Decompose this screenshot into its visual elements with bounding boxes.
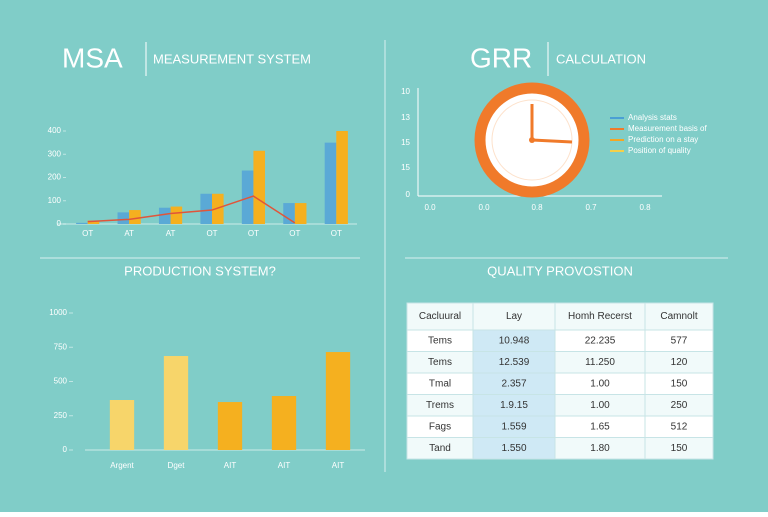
table-text: 1.80 bbox=[590, 443, 610, 454]
x-tick-label: Argent bbox=[110, 461, 134, 470]
x-tick-label: AIT bbox=[332, 461, 345, 470]
table-text: 120 bbox=[671, 357, 688, 368]
y-tick-label: 0 bbox=[57, 219, 62, 228]
table-text: 12.539 bbox=[499, 357, 530, 368]
x-tick-label: 0.8 bbox=[639, 203, 651, 212]
y-tick-label: 750 bbox=[54, 342, 68, 351]
y-tick-label: 13 bbox=[401, 113, 410, 122]
bar bbox=[253, 150, 266, 224]
table-text: 250 bbox=[671, 400, 688, 411]
legend-label: Measurement basis of bbox=[628, 124, 707, 133]
bar bbox=[129, 210, 141, 224]
y-tick-label: 10 bbox=[401, 87, 410, 96]
grr-title: GRR bbox=[470, 42, 532, 73]
chart-title: PRODUCTION SYSTEM? bbox=[124, 263, 276, 278]
y-tick-label: 200 bbox=[48, 173, 62, 182]
legend-label: Position of quality bbox=[628, 146, 691, 155]
bar bbox=[87, 220, 100, 224]
bar bbox=[170, 206, 183, 224]
table-header: Homh Recerst bbox=[568, 311, 632, 322]
y-tick-label: 0 bbox=[63, 445, 68, 454]
x-tick-label: 0.7 bbox=[585, 203, 597, 212]
table-text: 22.235 bbox=[585, 335, 616, 346]
table-text: 2.357 bbox=[501, 378, 526, 389]
y-tick-label: 300 bbox=[48, 149, 62, 158]
bar bbox=[336, 131, 348, 224]
y-tick-label: 15 bbox=[401, 163, 410, 172]
y-tick-label: 15 bbox=[401, 138, 410, 147]
x-tick-label: OT bbox=[82, 229, 93, 238]
line bbox=[87, 195, 296, 224]
table-text: Tmal bbox=[429, 378, 451, 389]
x-tick-label: OT bbox=[206, 229, 217, 238]
y-tick-label: 100 bbox=[48, 196, 62, 205]
x-tick-label: AT bbox=[124, 229, 134, 238]
clock-face bbox=[491, 99, 573, 181]
table-cell bbox=[644, 437, 714, 460]
clock-center bbox=[529, 137, 535, 143]
y-tick-label: 500 bbox=[54, 377, 68, 386]
table-header: Cacluural bbox=[419, 311, 461, 322]
msa-title: MSA bbox=[62, 42, 123, 73]
table-header: Camnolt bbox=[660, 311, 697, 322]
table-text: 10.948 bbox=[499, 335, 530, 346]
bar bbox=[325, 352, 351, 450]
table-text: 1.00 bbox=[590, 400, 610, 411]
table-text: Tand bbox=[429, 443, 451, 454]
table-text: 1.9.15 bbox=[500, 400, 528, 411]
x-tick-label: OT bbox=[289, 229, 300, 238]
bar bbox=[283, 203, 295, 224]
msa-subtitle: MEASUREMENT SYSTEM bbox=[153, 51, 311, 66]
table-text: 1.65 bbox=[590, 421, 610, 432]
x-tick-label: Dget bbox=[168, 461, 186, 470]
bar bbox=[163, 356, 189, 450]
table-text: Tems bbox=[428, 335, 452, 346]
table-text: 577 bbox=[671, 335, 688, 346]
x-tick-label: 0.8 bbox=[531, 203, 543, 212]
legend-label: Prediction on a stay bbox=[628, 135, 698, 144]
table-text: 150 bbox=[671, 378, 688, 389]
x-tick-label: AT bbox=[166, 229, 176, 238]
x-tick-label: OT bbox=[331, 229, 342, 238]
y-tick-label: 1000 bbox=[49, 308, 67, 317]
y-tick-label: 250 bbox=[54, 411, 68, 420]
x-tick-label: AIT bbox=[278, 461, 291, 470]
bar bbox=[76, 222, 88, 224]
table-text: Fags bbox=[429, 421, 451, 432]
bar bbox=[217, 402, 243, 450]
table-text: Tems bbox=[428, 357, 452, 368]
bar bbox=[117, 212, 130, 224]
clock-hand bbox=[531, 138, 573, 144]
table-text: 1.00 bbox=[590, 378, 610, 389]
table-text: Trems bbox=[426, 400, 454, 411]
bar bbox=[200, 193, 212, 224]
bar bbox=[271, 396, 297, 450]
table-cell bbox=[644, 302, 714, 331]
table-text: 1.550 bbox=[501, 443, 526, 454]
bar bbox=[158, 207, 171, 224]
legend-label: Analysis stats bbox=[628, 113, 677, 122]
table-text: 150 bbox=[671, 443, 688, 454]
x-tick-label: AIT bbox=[224, 461, 237, 470]
y-tick-label: 400 bbox=[48, 126, 62, 135]
table-cell bbox=[472, 302, 556, 331]
table-header: Lay bbox=[506, 311, 522, 322]
grr-subtitle: CALCULATION bbox=[556, 51, 646, 66]
table-text: 1.559 bbox=[501, 421, 526, 432]
y-tick-label: 0 bbox=[406, 190, 411, 199]
bar bbox=[294, 203, 307, 224]
x-tick-label: 0.0 bbox=[478, 203, 490, 212]
table-text: 512 bbox=[671, 421, 688, 432]
bar bbox=[324, 142, 337, 224]
x-tick-label: OT bbox=[248, 229, 259, 238]
x-tick-label: 0.0 bbox=[424, 203, 436, 212]
table-title: QUALITY PROVOSTION bbox=[487, 263, 633, 278]
bar bbox=[109, 399, 135, 450]
table-text: 11.250 bbox=[585, 357, 615, 368]
